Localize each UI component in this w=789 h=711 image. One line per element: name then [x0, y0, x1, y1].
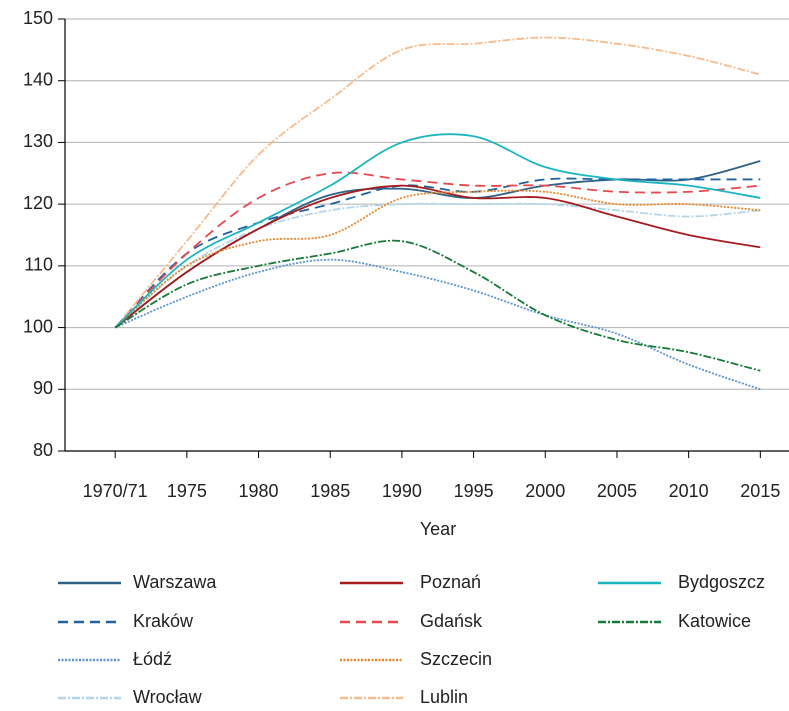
x-tick-label: 1990: [382, 481, 422, 501]
x-tick-label: 1970/71: [83, 481, 148, 501]
y-tick-label: 100: [23, 316, 53, 336]
legend-label: Gdańsk: [420, 611, 483, 631]
legend-label: Warszawa: [133, 572, 217, 592]
legend-label: Kraków: [133, 611, 194, 631]
y-tick-label: 150: [23, 8, 53, 28]
series-line: [114, 177, 761, 329]
y-tick-label: 130: [23, 131, 53, 151]
legend-label: Lublin: [420, 687, 468, 707]
series-line: [114, 36, 761, 329]
series-line: [114, 202, 761, 329]
x-tick-label: 2005: [597, 481, 637, 501]
x-axis-label: Year: [420, 519, 456, 539]
legend-label: Szczecin: [420, 649, 492, 669]
legend-label: Wrocław: [133, 687, 203, 707]
legend-label: Poznań: [420, 572, 481, 592]
x-tick-label: 1985: [310, 481, 350, 501]
legend-label: Łódź: [133, 649, 172, 669]
series-line: [114, 239, 761, 372]
legend-label: Katowice: [678, 611, 751, 631]
y-tick-label: 90: [33, 378, 53, 398]
y-tick-label: 110: [24, 255, 53, 275]
y-tick-label: 80: [33, 440, 53, 460]
x-tick-label: 2015: [740, 481, 780, 501]
y-tick-label: 120: [23, 193, 53, 213]
x-tick-label: 1980: [239, 481, 279, 501]
y-tick-label: 140: [23, 69, 53, 89]
series-line: [114, 184, 761, 329]
x-tick-label: 1975: [167, 481, 207, 501]
legend-label: Bydgoszcz: [678, 572, 765, 592]
series-line: [114, 133, 761, 329]
x-tick-label: 2000: [525, 481, 565, 501]
series-line: [114, 258, 761, 391]
series-line: [114, 171, 761, 329]
x-tick-label: 1995: [454, 481, 494, 501]
x-tick-label: 2010: [669, 481, 709, 501]
